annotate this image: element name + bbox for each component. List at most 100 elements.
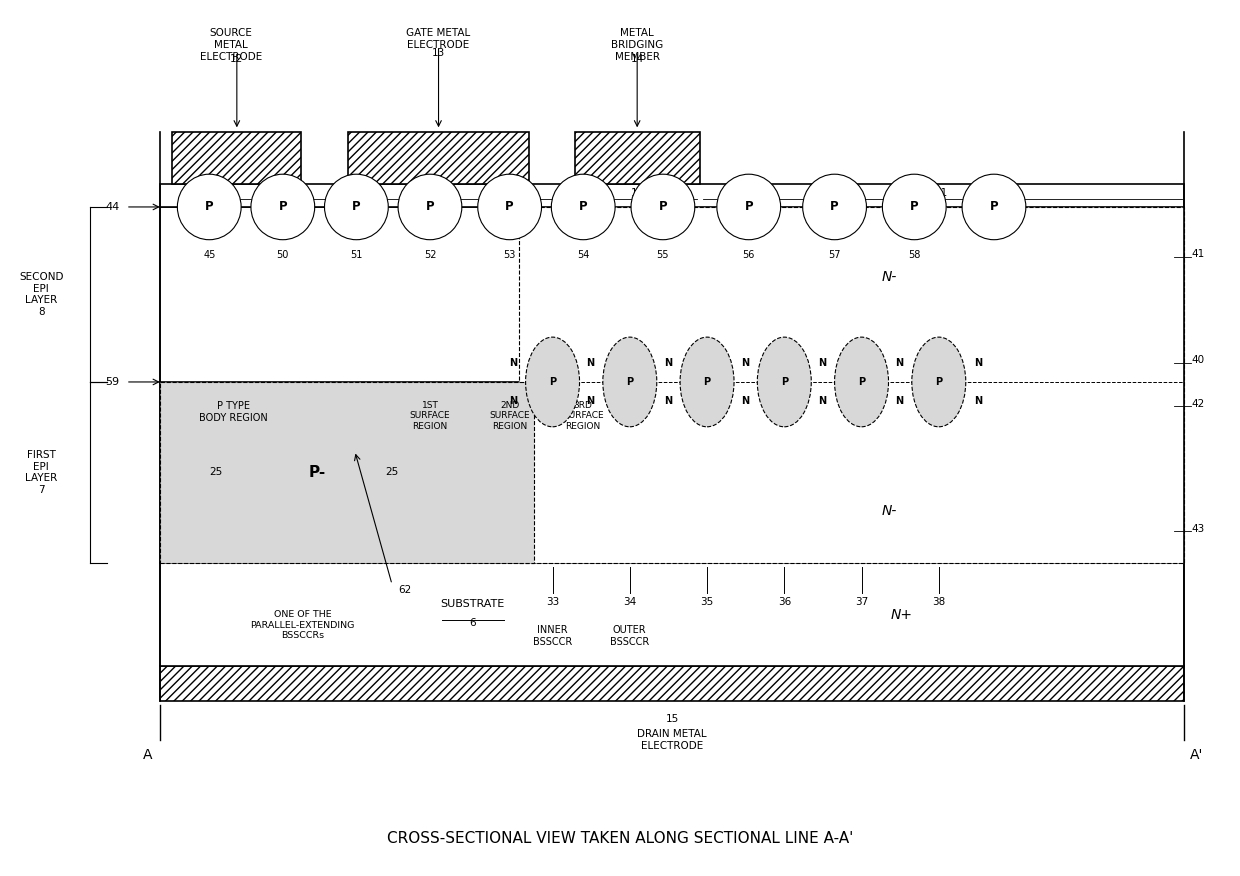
Ellipse shape: [802, 174, 867, 240]
Text: P: P: [831, 201, 839, 214]
Text: DRAIN METAL
ELECTRODE: DRAIN METAL ELECTRODE: [637, 730, 707, 751]
Ellipse shape: [177, 174, 241, 240]
Text: P: P: [990, 201, 998, 214]
Text: 58: 58: [908, 250, 920, 260]
Ellipse shape: [717, 174, 781, 240]
Text: 44: 44: [105, 202, 120, 212]
Ellipse shape: [552, 174, 615, 240]
Text: N: N: [818, 358, 826, 368]
Text: P: P: [506, 201, 513, 214]
Ellipse shape: [325, 174, 388, 240]
Text: N: N: [663, 358, 672, 368]
Bar: [160, 207, 1184, 382]
Text: 9: 9: [378, 187, 384, 198]
Text: 1ST
SURFACE
REGION: 1ST SURFACE REGION: [409, 401, 450, 431]
Bar: [160, 563, 1184, 667]
Text: P: P: [858, 377, 866, 387]
Text: INNER
BSSCCR: INNER BSSCCR: [533, 625, 572, 646]
Ellipse shape: [911, 337, 966, 427]
Bar: [160, 184, 1184, 207]
Text: 56: 56: [743, 250, 755, 260]
Text: 45: 45: [203, 250, 216, 260]
Text: SOURCE
METAL
ELECTRODE: SOURCE METAL ELECTRODE: [200, 29, 262, 61]
Text: 12: 12: [231, 54, 243, 64]
Text: 6: 6: [470, 618, 476, 628]
Text: FIRST
EPI
LAYER
7: FIRST EPI LAYER 7: [25, 450, 57, 495]
Ellipse shape: [603, 337, 657, 427]
Ellipse shape: [883, 174, 946, 240]
Text: P: P: [425, 201, 434, 214]
Ellipse shape: [477, 174, 542, 240]
Text: P: P: [549, 377, 556, 387]
Bar: [160, 382, 1184, 563]
Ellipse shape: [835, 337, 889, 427]
Text: GATE METAL
ELECTRODE: GATE METAL ELECTRODE: [407, 29, 471, 50]
Bar: [574, 132, 699, 184]
Text: P: P: [935, 377, 942, 387]
Text: P: P: [781, 377, 787, 387]
Text: A': A': [1189, 748, 1203, 762]
Text: 42: 42: [1192, 399, 1204, 408]
Text: 54: 54: [577, 250, 589, 260]
Text: 37: 37: [854, 597, 868, 607]
Text: P: P: [352, 201, 361, 214]
Text: N: N: [895, 358, 904, 368]
Text: 62: 62: [398, 584, 412, 595]
Text: 33: 33: [546, 597, 559, 607]
Text: 40: 40: [1192, 356, 1204, 365]
Text: P: P: [658, 201, 667, 214]
Text: METAL
BRIDGING
MEMBER: METAL BRIDGING MEMBER: [611, 29, 663, 61]
Text: A: A: [143, 748, 153, 762]
Text: 14: 14: [631, 54, 644, 64]
Text: 53: 53: [503, 250, 516, 260]
Ellipse shape: [526, 337, 579, 427]
Text: N: N: [895, 396, 904, 406]
Text: P: P: [744, 201, 753, 214]
Text: 25: 25: [386, 468, 399, 477]
Text: 2ND
SURFACE
REGION: 2ND SURFACE REGION: [490, 401, 529, 431]
Text: 57: 57: [828, 250, 841, 260]
Ellipse shape: [250, 174, 315, 240]
Ellipse shape: [398, 174, 461, 240]
Text: P: P: [910, 201, 919, 214]
Text: 15: 15: [666, 714, 678, 724]
Text: 35: 35: [701, 597, 714, 607]
Ellipse shape: [962, 174, 1025, 240]
Text: N: N: [587, 396, 595, 406]
Text: 34: 34: [624, 597, 636, 607]
Text: P: P: [703, 377, 711, 387]
Text: CROSS-SECTIONAL VIEW TAKEN ALONG SECTIONAL LINE A-A': CROSS-SECTIONAL VIEW TAKEN ALONG SECTION…: [387, 831, 853, 846]
Text: 3RD
SURFACE
REGION: 3RD SURFACE REGION: [563, 401, 604, 431]
Bar: [520, 207, 1184, 563]
Text: OUTER
BSSCCR: OUTER BSSCCR: [610, 625, 650, 646]
Text: N+: N+: [892, 608, 913, 622]
Text: N: N: [587, 358, 595, 368]
Text: N: N: [742, 396, 749, 406]
Text: 43: 43: [1192, 524, 1204, 533]
Text: N-: N-: [882, 270, 898, 284]
Text: 41: 41: [1192, 250, 1204, 259]
Text: P: P: [205, 201, 213, 214]
Text: 50: 50: [277, 250, 289, 260]
Bar: [160, 382, 534, 563]
Text: SUBSTRATE: SUBSTRATE: [440, 599, 505, 610]
Text: P-: P-: [309, 465, 326, 480]
Text: 10: 10: [631, 187, 644, 198]
Text: P: P: [579, 201, 588, 214]
Ellipse shape: [680, 337, 734, 427]
Text: N: N: [510, 358, 517, 368]
Bar: [160, 667, 1184, 701]
Text: N: N: [973, 396, 982, 406]
Text: 36: 36: [777, 597, 791, 607]
Text: 51: 51: [350, 250, 362, 260]
Text: P TYPE
BODY REGION: P TYPE BODY REGION: [200, 401, 268, 422]
Text: P: P: [626, 377, 634, 387]
Text: ONE OF THE
PARALLEL-EXTENDING
BSSCCRs: ONE OF THE PARALLEL-EXTENDING BSSCCRs: [250, 611, 355, 640]
Text: 55: 55: [657, 250, 670, 260]
Text: N: N: [663, 396, 672, 406]
Text: 59: 59: [105, 377, 120, 387]
Text: N: N: [973, 358, 982, 368]
Bar: [347, 132, 529, 184]
Text: 11: 11: [935, 187, 947, 198]
Ellipse shape: [758, 337, 811, 427]
